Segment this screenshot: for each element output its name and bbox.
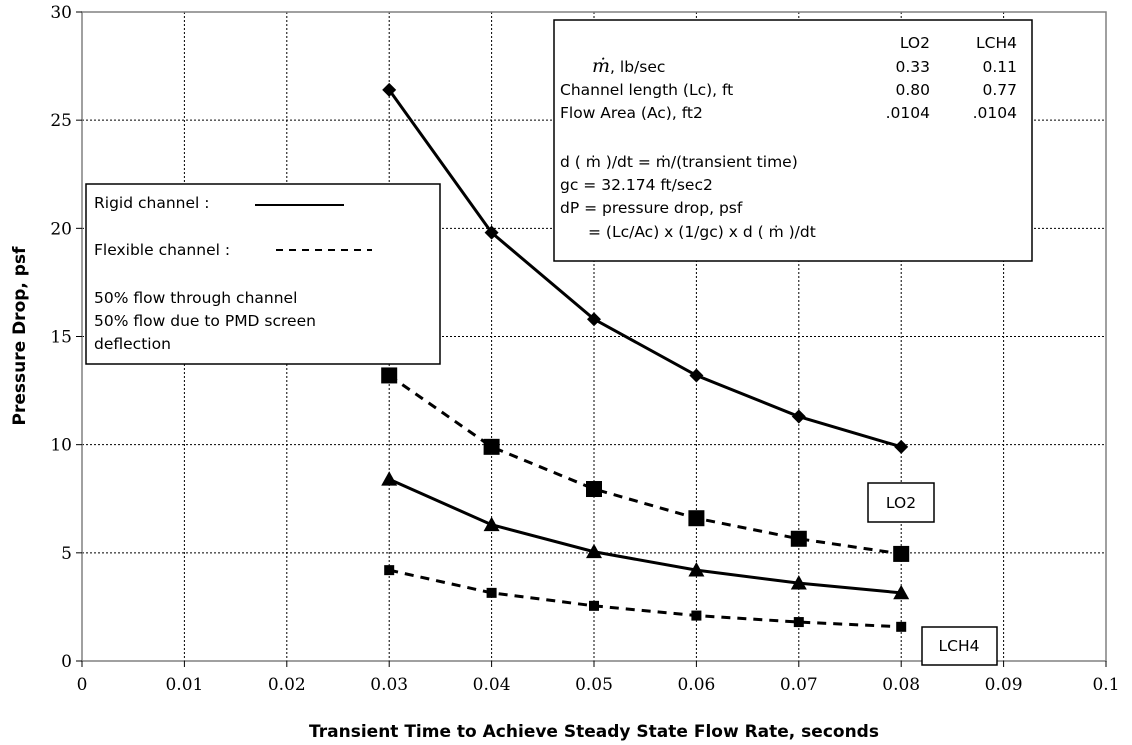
info-formula-1: d ( ṁ )/dt = ṁ/(transient time) (560, 153, 798, 171)
x-tick-label: 0.02 (268, 675, 306, 695)
y-tick-label: 10 (50, 436, 72, 456)
info-formula-3: dP = pressure drop, psf (560, 199, 743, 217)
data-point-diamond (894, 439, 909, 454)
x-tick-label: 0.07 (780, 675, 818, 695)
data-point-small-square (793, 617, 804, 628)
y-tick-label: 15 (50, 328, 72, 348)
data-point-small-square (691, 610, 702, 621)
data-point-diamond (791, 409, 806, 424)
data-point-triangle (893, 584, 910, 600)
legend-note-line-1: 50% flow through channel (94, 289, 297, 307)
annotation-lch4-text: LCH4 (939, 637, 980, 655)
data-point-square (688, 510, 705, 527)
annotation-lo2: LO2 (867, 482, 935, 523)
x-tick-label: 0.08 (882, 675, 920, 695)
series-line-2 (388, 477, 902, 595)
data-point-triangle (790, 575, 807, 590)
legend-flexible-label: Flexible channel : (94, 241, 230, 259)
info-row-mdot-lo2: 0.33 (895, 58, 930, 76)
series-line-1 (388, 374, 902, 556)
x-tick-label: 0.04 (473, 675, 511, 695)
data-point-square (381, 367, 398, 384)
data-point-diamond (484, 225, 499, 240)
annotation-lch4: LCH4 (921, 626, 998, 666)
annotation-lch4-box (921, 626, 998, 666)
info-row-length-lo2: 0.80 (895, 81, 930, 99)
annotation-lo2-box (867, 482, 935, 523)
info-header-lo2: LO2 (900, 34, 930, 52)
y-tick-label: 20 (50, 219, 72, 239)
data-point-small-square (384, 565, 395, 576)
x-tick-label: 0.05 (575, 675, 613, 695)
axis-ticks: 0 0.01 0.02 0.03 0.04 0.05 0.06 0.07 0.08 0.09 0.1… (50, 3, 1119, 695)
y-tick-label: 0 (61, 652, 72, 672)
info-formula-2: gc = 32.174 ft/sec2 (560, 176, 713, 194)
x-tick-label: 0.03 (370, 675, 408, 695)
info-row-mdot-lch4: 0.11 (982, 58, 1017, 76)
data-point-small-square (589, 600, 599, 611)
info-box-frame (553, 19, 1033, 262)
legend-note-line-2: 50% flow due to PMD screen (94, 312, 316, 330)
x-tick-label: 0.01 (165, 675, 203, 695)
info-header-lch4: LCH4 (976, 34, 1017, 52)
info-row-length-label: Channel length (Lc), ft (560, 81, 733, 99)
series-group (381, 82, 910, 632)
legend-rigid-label: Rigid channel : (94, 194, 209, 212)
legend: Rigid channel : Flexible channel : 50% f… (85, 183, 441, 365)
data-point-square (790, 530, 807, 547)
info-row-length-lch4: 0.77 (982, 81, 1017, 99)
info-row-area-label: Flow Area (Ac), ft2 (560, 104, 703, 122)
data-point-diamond (689, 368, 704, 383)
info-box: LO2 LCH4 ṁ, lb/sec 0.33 0.11 Channel len… (553, 19, 1033, 262)
x-tick-label: 0.09 (985, 675, 1023, 695)
y-tick-label: 5 (61, 544, 72, 564)
info-row-area-lch4: .0104 (973, 104, 1017, 122)
data-point-triangle (381, 471, 398, 486)
data-point-square (483, 438, 500, 455)
info-row-area-lo2: .0104 (886, 104, 930, 122)
info-formula-4: = (Lc/Ac) x (1/gc) x d ( ṁ )/dt (588, 223, 816, 241)
x-tick-label: 0.06 (677, 675, 715, 695)
y-tick-label: 30 (50, 3, 72, 23)
data-point-triangle (586, 543, 602, 559)
data-point-triangle (483, 516, 500, 532)
data-point-small-square (486, 587, 497, 598)
annotation-lo2-text: LO2 (886, 494, 916, 512)
data-point-square (893, 545, 910, 562)
x-tick-label: 0.1 (1092, 675, 1119, 695)
y-axis-title: Pressure Drop, psf (10, 246, 30, 426)
y-tick-label: 25 (50, 111, 72, 131)
series-line-0 (387, 89, 902, 449)
x-tick-label: 0 (77, 675, 88, 695)
series-line-3 (388, 568, 902, 629)
data-point-square (586, 481, 602, 498)
x-axis-title: Transient Time to Achieve Steady State F… (309, 722, 879, 742)
data-point-triangle (688, 562, 705, 577)
data-point-diamond (587, 312, 601, 327)
info-row-mdot-label: ṁ, lb/sec (592, 55, 665, 77)
data-point-small-square (896, 621, 907, 632)
legend-note-line-3: deflection (94, 335, 171, 353)
data-point-diamond (382, 82, 397, 97)
legend-box (85, 183, 441, 365)
